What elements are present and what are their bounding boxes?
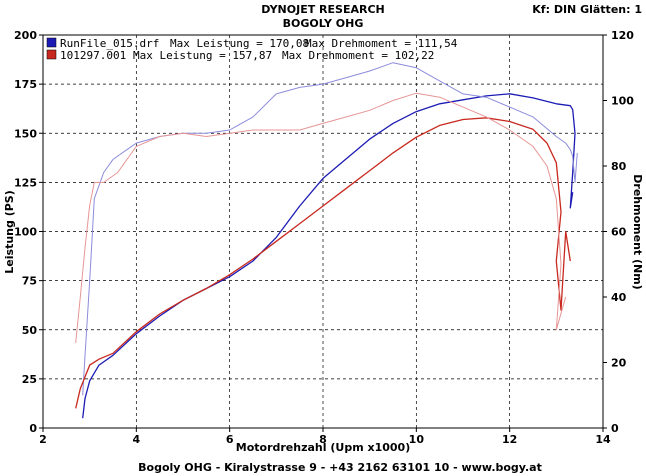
legend-power-2: Max Leistung = 157,87 [133,49,272,62]
y2-axis-ticks: 0 20 40 60 80 100 120 [603,29,634,435]
x-tick-label: 10 [409,433,425,446]
x-tick-label: 4 [133,433,141,446]
x-tick-label: 6 [226,433,234,446]
y-tick-label: 200 [14,29,37,42]
series-lines [75,62,578,419]
legend-file-2: 101297.001 [60,49,126,62]
y-axis-label: Leistung (PS) [3,190,16,273]
legend: RunFile_015.drf Max Leistung = 170,08 Ma… [46,37,458,62]
chart-subtitle: BOGOLY OHG [283,17,364,30]
y-tick-label: 125 [14,176,37,189]
series-line-2 [75,117,571,409]
y2-tick-label: 0 [611,422,619,435]
x-tick-label: 8 [319,433,327,446]
x-tick-label: 2 [39,433,47,446]
series-line-0 [82,93,576,419]
y-axis-ticks: 0 25 50 75 100 125 150 175 200 [14,29,43,435]
y2-tick-label: 40 [611,291,627,304]
y-tick-label: 0 [29,422,37,435]
legend-power-1: Max Leistung = 170,08 [170,37,309,50]
series-line-1 [82,62,578,396]
y-tick-label: 75 [22,275,37,288]
y-tick-label: 100 [14,226,37,239]
footer-text: Bogoly OHG - Kiralystrasse 9 - +43 2162 … [138,461,542,474]
y-tick-label: 150 [14,127,37,140]
x-axis-ticks: 2 4 6 8 10 12 14 [39,428,611,446]
y-tick-label: 175 [14,78,37,91]
plot-area [42,34,604,429]
y-tick-label: 25 [22,373,37,386]
y2-tick-label: 20 [611,357,627,370]
y2-tick-label: 60 [611,226,627,239]
legend-torque-2: Max Drehmoment = 102,22 [282,49,434,62]
legend-torque-1: Max Drehmoment = 111,54 [305,37,458,50]
y2-axis-label: Drehmoment (Nm) [631,174,644,289]
legend-file-1: RunFile_015.drf [60,37,159,50]
x-tick-label: 12 [502,433,517,446]
y2-tick-label: 100 [611,95,634,108]
y2-tick-label: 80 [611,160,627,173]
legend-swatch-red [46,49,57,60]
y-tick-label: 50 [22,324,38,337]
series-line-3 [75,92,567,343]
settings-readout: Kf: DIN Glätten: 1 [532,3,642,16]
x-axis-label: Motordrehzahl (Upm x1000) [236,441,410,454]
legend-swatch-blue [46,37,57,48]
y2-tick-label: 120 [611,29,634,42]
x-tick-label: 14 [595,433,611,446]
chart-title: DYNOJET RESEARCH [261,3,384,16]
